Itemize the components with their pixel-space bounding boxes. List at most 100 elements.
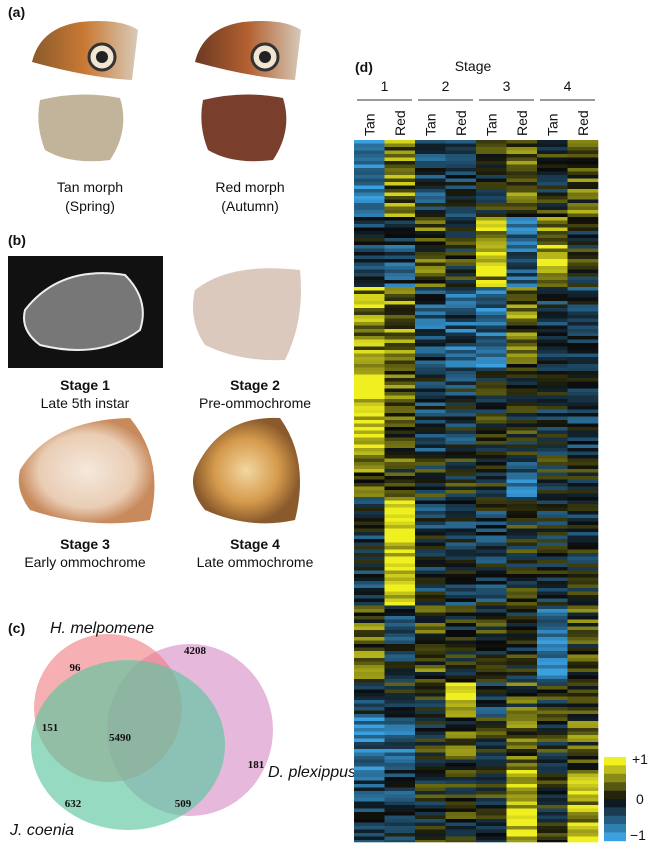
heat-cell [567,462,599,466]
heat-cell [415,392,446,396]
heat-cell [506,836,538,841]
heat-cell [445,728,477,732]
heat-cell [354,490,385,494]
heat-cell [537,689,568,694]
heat-cell [445,626,477,631]
heat-cell [476,458,507,463]
heat-cell [506,458,538,463]
heat-cell [537,577,568,582]
heat-cell [445,259,477,263]
heat-cell [506,682,538,687]
heat-cell [506,203,538,207]
heat-cell [506,234,538,239]
heat-cell [384,728,416,732]
heat-cell [354,339,385,344]
heat-cell [567,458,599,463]
heat-cell [354,416,385,421]
heat-cell [384,276,416,281]
heat-cell [537,154,568,158]
heat-cell [445,668,477,673]
heat-cell [445,507,477,512]
heat-cell [384,742,416,746]
heat-cell [567,626,599,631]
wing-image [32,21,138,80]
heat-cell [384,332,416,337]
heat-cell [354,353,385,358]
heat-cell [537,570,568,575]
heat-cell [415,287,446,291]
heat-cell [506,717,538,722]
heat-cell [384,357,416,361]
heat-cell [415,511,446,515]
heat-cell [384,595,416,599]
heat-cell [567,808,599,813]
heat-cell [384,143,416,148]
heat-cell [567,668,599,673]
heat-cell [354,325,385,330]
heat-cell [415,633,446,638]
heat-cell [354,829,385,834]
heat-cell [506,374,538,379]
heat-cell [415,465,446,470]
colorbar-step [604,807,626,816]
heat-cell [506,668,538,673]
heat-cell [445,241,477,246]
heat-cell [476,430,507,435]
heat-cell [567,360,599,365]
heat-cell [445,301,477,305]
heat-cell [354,259,385,263]
heat-cell [445,584,477,589]
heat-cell [384,808,416,813]
heat-cell [354,567,385,571]
heat-cell [415,336,446,340]
heat-cell [476,143,507,148]
heat-cell [476,602,507,606]
heat-cell [445,553,477,557]
heat-cell [384,682,416,687]
heat-cell [445,665,477,669]
heat-cell [354,409,385,414]
heat-cell [354,798,385,802]
heat-cell [476,154,507,158]
heat-cell [476,612,507,617]
heat-cell [445,343,477,347]
heat-cell [476,686,507,690]
heat-cell [537,171,568,176]
heat-cell [476,661,507,666]
heat-cell [354,780,385,785]
heat-cell [384,283,416,288]
heat-cell [354,395,385,400]
heat-cell [354,710,385,715]
heat-cell [506,455,538,459]
wing-image [201,94,287,162]
heat-cell [476,693,507,697]
heat-cell [354,759,385,764]
heat-cell [567,259,599,263]
heat-cell [476,553,507,557]
heat-cell [506,567,538,571]
heat-cell [384,388,416,393]
heat-cell [537,829,568,834]
heat-cell [476,672,507,676]
heat-cell [415,728,446,732]
heat-cell [506,633,538,638]
heat-cell [476,175,507,179]
heat-cell [567,658,599,662]
heat-cell [384,252,416,256]
heat-cell [506,196,538,200]
heat-cell [506,420,538,424]
heat-cell [506,595,538,599]
heat-cell [506,301,538,305]
heat-cell [537,682,568,687]
heat-cell [445,647,477,652]
heat-cell [415,525,446,529]
species-label: D. plexippus [268,764,356,781]
heat-cell [354,486,385,491]
heat-cell [476,479,507,484]
heat-cell [354,679,385,683]
heat-cell [476,150,507,155]
heat-cell [506,192,538,197]
heat-cell [445,588,477,592]
heat-cell [506,577,538,582]
heat-cell [384,616,416,620]
